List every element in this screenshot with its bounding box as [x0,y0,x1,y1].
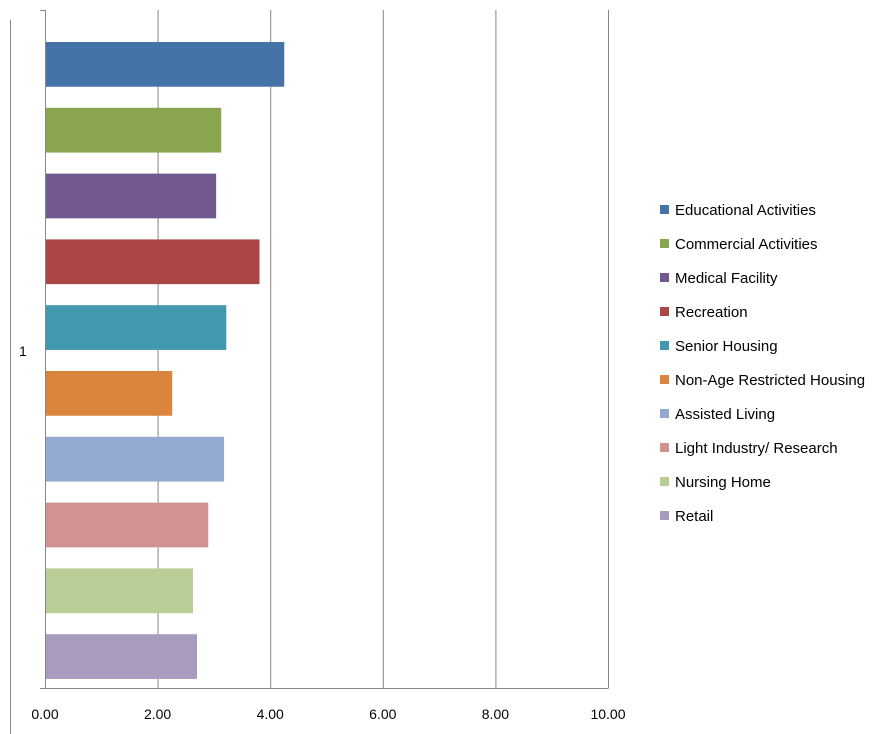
legend-swatch [660,341,669,350]
x-tick-label: 10.00 [590,706,625,722]
legend-swatch [660,375,669,384]
x-tick-label: 6.00 [369,706,396,722]
legend-swatch [660,307,669,316]
legend-label: Retail [675,508,713,525]
legend-label: Light Industry/ Research [675,440,838,457]
legend-swatch [660,239,669,248]
x-tick-label: 2.00 [144,706,171,722]
legend-label: Commercial Activities [675,236,818,253]
bar [46,239,260,285]
legend-label: Recreation [675,304,748,321]
legend-label: Educational Activities [675,202,816,219]
bar [46,436,225,482]
axes [10,10,609,734]
bars [46,42,285,679]
category-label: 1 [19,343,27,359]
legend: Educational Activities Commercial Activit… [660,202,865,525]
legend-label: Non-Age Restricted Housing [675,372,865,389]
bar [46,371,173,416]
legend-label: Senior Housing [675,338,778,355]
bar [46,305,227,350]
bar [46,107,222,153]
bar [46,634,198,679]
legend-label: Nursing Home [675,474,771,491]
x-tick-label: 8.00 [482,706,509,722]
legend-label: Medical Facility [675,270,778,287]
legend-swatch [660,477,669,486]
bar [46,502,209,548]
legend-swatch [660,511,669,520]
bar [46,42,285,87]
x-tick-label: 0.00 [31,706,58,722]
x-tick-labels: 0.00 2.00 4.00 6.00 8.00 10.00 [31,706,625,722]
x-tick-label: 4.00 [257,706,284,722]
legend-swatch [660,443,669,452]
legend-swatch [660,409,669,418]
legend-swatch [660,205,669,214]
bar [46,568,194,614]
legend-swatch [660,273,669,282]
bar [46,173,217,219]
legend-label: Assisted Living [675,406,775,423]
